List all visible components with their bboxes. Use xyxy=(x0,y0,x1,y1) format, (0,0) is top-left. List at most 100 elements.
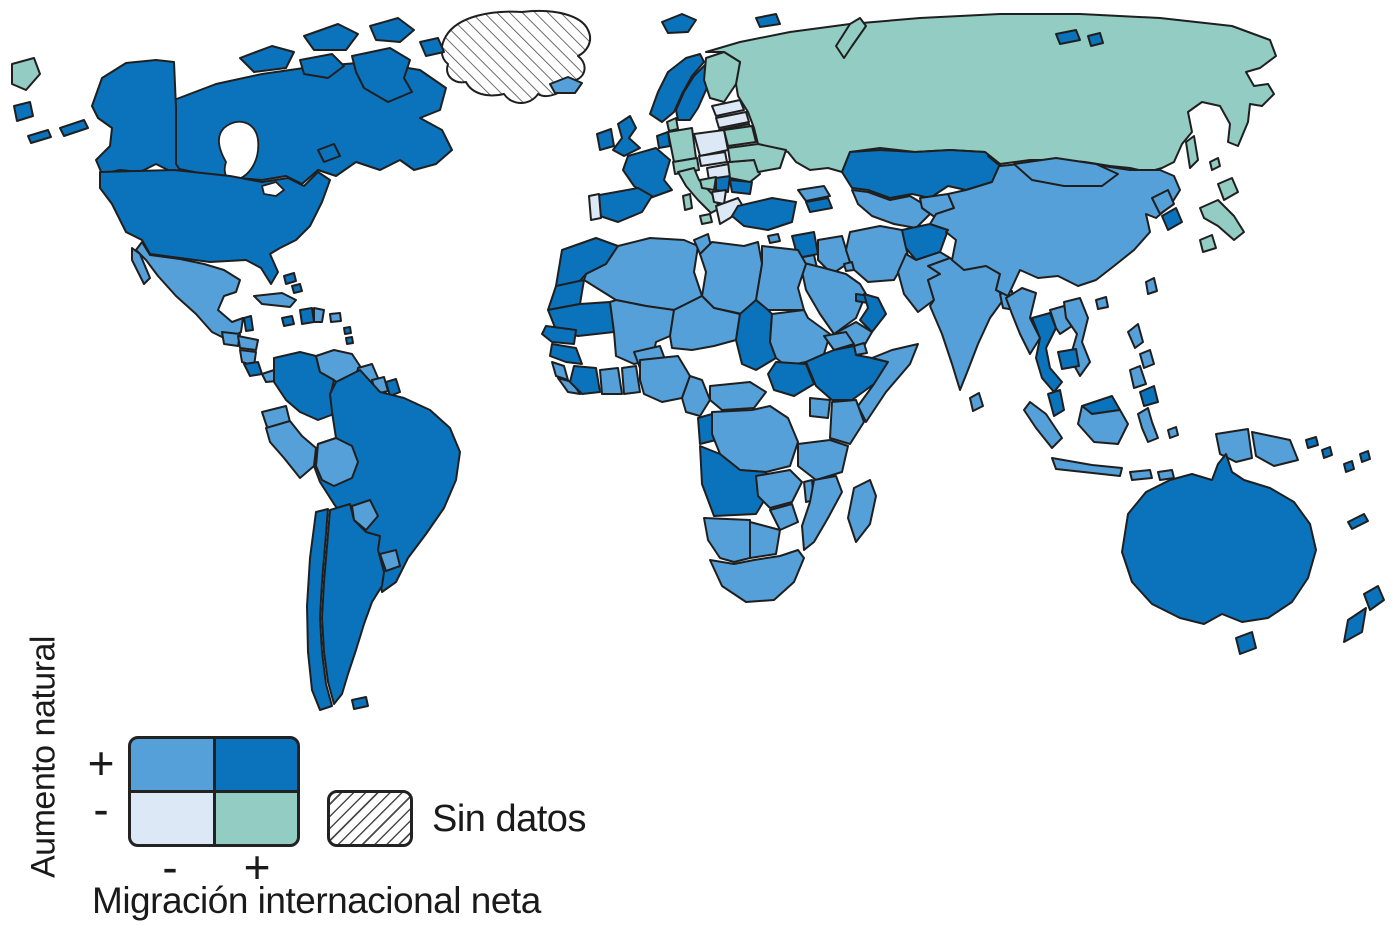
region-honduras xyxy=(237,335,259,351)
region-arctic-island-3 xyxy=(369,17,415,43)
region-new-caledonia xyxy=(1347,513,1369,530)
region-arctic-island-2 xyxy=(303,23,359,51)
region-serbia xyxy=(715,175,731,193)
region-baja-california xyxy=(131,247,151,285)
region-bahamas-1 xyxy=(283,272,297,285)
region-moluccas xyxy=(1167,426,1179,439)
region-cyprus xyxy=(767,233,781,244)
region-united-kingdom xyxy=(612,115,641,157)
region-spain xyxy=(593,187,653,223)
region-madagascar xyxy=(847,479,877,543)
region-togo-benin xyxy=(621,365,641,395)
region-estonia xyxy=(711,99,745,117)
region-somalia xyxy=(857,343,919,423)
region-botswana xyxy=(749,521,781,559)
region-albania-macedonia xyxy=(711,189,727,205)
region-cuba xyxy=(253,292,297,308)
region-central-african-republic xyxy=(709,381,767,411)
region-jamaica xyxy=(281,315,295,327)
region-iraq xyxy=(817,235,851,275)
region-bahamas-2 xyxy=(291,283,303,294)
region-solomon-islands-2 xyxy=(1321,446,1333,459)
region-germany xyxy=(667,127,697,163)
region-japan-hokkaido xyxy=(1217,177,1239,201)
region-canada xyxy=(173,61,453,185)
region-sierra-leone xyxy=(551,361,569,381)
region-uganda xyxy=(809,397,831,419)
region-bolivia xyxy=(315,437,359,487)
region-baffin-island xyxy=(351,47,413,103)
region-java xyxy=(1051,457,1123,477)
region-saudi-arabia xyxy=(799,261,867,335)
region-zambia xyxy=(755,469,803,509)
region-novaya-zemlya xyxy=(835,17,867,59)
region-aleutian-islands-1 xyxy=(59,119,89,137)
region-drc xyxy=(711,405,799,473)
region-solomon-islands-1 xyxy=(1305,436,1319,449)
region-india xyxy=(927,257,1007,391)
region-french-guiana xyxy=(385,378,401,397)
region-nigeria xyxy=(639,355,691,403)
region-denmark xyxy=(666,117,679,132)
region-falkland-islands xyxy=(351,696,369,710)
region-russia xyxy=(705,13,1277,173)
region-philippines-mindanao xyxy=(1139,385,1159,407)
region-ghana xyxy=(599,367,623,395)
region-arctic-island-5 xyxy=(419,37,445,57)
region-svalbard xyxy=(661,13,697,34)
region-benelux xyxy=(656,131,671,149)
region-portugal xyxy=(588,193,602,221)
region-norway xyxy=(649,53,705,123)
region-cambodia xyxy=(1057,348,1080,370)
region-siberian-islands-2 xyxy=(1087,32,1104,47)
region-west-papua xyxy=(1215,428,1253,463)
region-siberian-islands-1 xyxy=(1055,29,1081,45)
region-mongolia xyxy=(1013,157,1119,187)
region-north-korea xyxy=(1151,189,1175,215)
region-new-zealand-north xyxy=(1363,585,1385,611)
region-bering-island xyxy=(13,101,34,122)
region-lesser-sunda-2 xyxy=(1157,469,1175,481)
region-sri-lanka xyxy=(969,392,984,412)
region-tanzania xyxy=(797,439,849,481)
region-taiwan xyxy=(1145,277,1158,295)
region-chukotka xyxy=(11,57,41,91)
region-uruguay xyxy=(379,549,401,572)
region-eritrea xyxy=(823,331,855,351)
region-finland xyxy=(703,51,741,103)
region-china xyxy=(929,155,1181,297)
region-haiti xyxy=(299,307,315,325)
region-philippines-luzon xyxy=(1127,323,1144,349)
region-philippines-visayas-1 xyxy=(1139,349,1155,369)
region-iran xyxy=(845,225,909,283)
region-lesser-antilles-1 xyxy=(343,326,352,335)
region-lesser-antilles-2 xyxy=(345,336,354,345)
region-costa-rica xyxy=(243,361,263,377)
region-aleutian-islands-2 xyxy=(27,129,52,144)
region-belarus xyxy=(723,125,757,147)
region-zimbabwe xyxy=(769,503,799,531)
region-sicily xyxy=(699,213,713,225)
region-armenia-azerbaijan xyxy=(805,197,833,213)
region-sulawesi xyxy=(1137,407,1159,443)
region-argentina xyxy=(321,503,385,705)
region-new-zealand-south xyxy=(1343,607,1367,643)
region-borneo-indonesia xyxy=(1077,405,1129,445)
region-arctic-island-4 xyxy=(299,53,345,79)
region-lesser-sunda-1 xyxy=(1129,469,1153,481)
region-croatia-slovenia xyxy=(699,176,717,191)
region-dominican-republic xyxy=(313,307,325,323)
region-chile xyxy=(306,508,333,711)
region-turkey xyxy=(731,197,797,231)
region-ukraine xyxy=(727,143,787,173)
region-sakhalin xyxy=(1185,135,1199,169)
region-south-korea xyxy=(1161,207,1183,231)
region-usa xyxy=(99,169,331,285)
region-philippines-visayas-2 xyxy=(1129,365,1147,389)
region-guinea xyxy=(549,343,583,365)
region-malaysia xyxy=(1047,389,1065,417)
region-south-sudan xyxy=(767,361,815,397)
region-australia xyxy=(1121,453,1317,625)
region-kuril-islands xyxy=(1209,157,1221,171)
